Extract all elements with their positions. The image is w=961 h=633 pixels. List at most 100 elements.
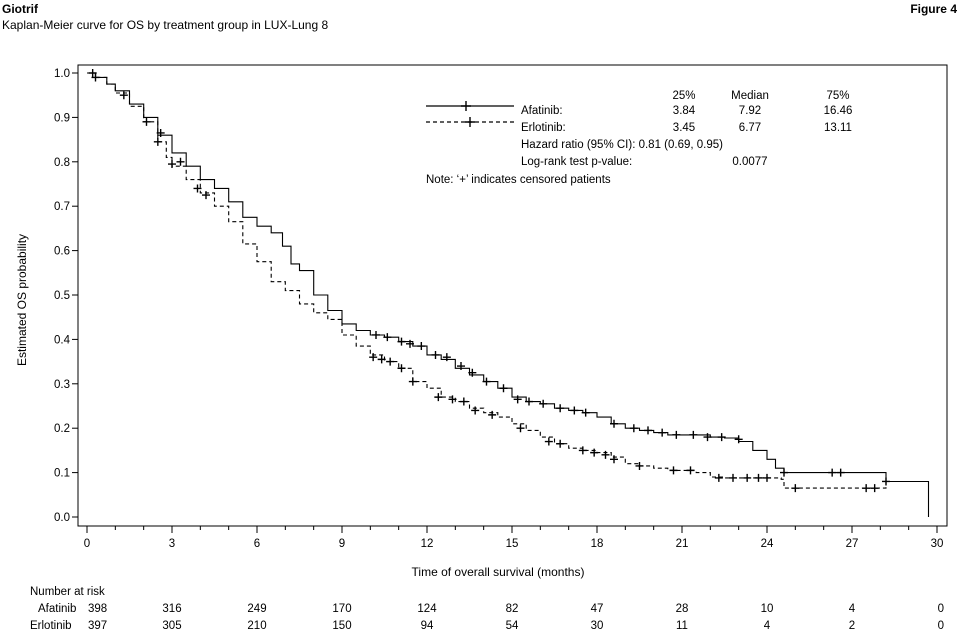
censor-mark-afatinib (499, 384, 508, 393)
risk-value-erlotinib: 397 (88, 620, 107, 632)
x-tick-label: 18 (591, 538, 604, 550)
censor-mark-erlotinib (434, 393, 443, 402)
censor-mark-erlotinib (397, 364, 406, 373)
legend-label-erlotinib: Erlotinib: (521, 122, 566, 134)
y-axis: 0.0 0.1 0.2 0.3 0.4 0.5 0.6 0.7 0.8 0.9 1.0 (54, 68, 78, 524)
censor-mark-erlotinib (377, 355, 386, 364)
legend-erlotinib-25: 3.45 (673, 122, 695, 134)
y-axis-label: Estimated OS probability (15, 234, 29, 366)
legend: 25% Median 75% Afatinib: 3.84 7.92 16.46… (426, 90, 852, 186)
censor-mark-erlotinib (763, 473, 771, 482)
censor-mark-afatinib (372, 330, 380, 339)
censor-mark-erlotinib (862, 484, 871, 493)
risk-value-afatinib: 10 (761, 603, 774, 615)
risk-table-title: Number at risk (30, 586, 105, 598)
x-tick-label: 12 (421, 538, 434, 550)
censor-mark-erlotinib (791, 484, 800, 493)
risk-value-erlotinib: 54 (506, 620, 519, 632)
risk-value-erlotinib: 210 (247, 620, 266, 632)
legend-erlotinib-75: 13.11 (824, 122, 852, 134)
legend-erlotinib-median: 6.77 (739, 122, 761, 134)
censor-mark-erlotinib (669, 466, 678, 475)
hazard-ratio-text: Hazard ratio (95% CI): 0.81 (0.69, 0.95) (521, 139, 723, 151)
censor-mark-afatinib (431, 350, 440, 359)
legend-marker-afatinib (461, 101, 471, 111)
censor-mark-afatinib (882, 477, 890, 486)
censor-mark-erlotinib (601, 450, 610, 459)
plot-area (77, 64, 948, 527)
risk-row-label-afatinib: Afatinib (38, 603, 76, 615)
risk-value-afatinib: 124 (417, 603, 437, 615)
censor-mark-erlotinib (635, 461, 644, 470)
censor-mark-afatinib (556, 404, 565, 413)
risk-value-afatinib: 82 (506, 603, 519, 615)
risk-value-afatinib: 4 (849, 603, 856, 615)
risk-value-afatinib: 47 (591, 603, 604, 615)
censor-mark-afatinib (734, 435, 743, 444)
legend-afatinib-75: 16.46 (824, 105, 853, 117)
censor-mark-afatinib (417, 342, 426, 351)
censor-mark-erlotinib (686, 466, 695, 475)
y-tick-label: 0.2 (54, 423, 70, 435)
censor-mark-erlotinib (193, 184, 202, 193)
y-tick-label: 0.9 (54, 112, 70, 124)
series-layer (87, 69, 930, 517)
x-tick-label: 15 (506, 538, 519, 550)
censor-mark-erlotinib (471, 406, 480, 415)
censor-mark-afatinib (780, 468, 788, 477)
legend-marker-erlotinib (465, 117, 475, 127)
risk-value-afatinib: 316 (162, 603, 181, 615)
censor-mark-afatinib (383, 333, 392, 342)
censor-mark-erlotinib (590, 448, 599, 457)
x-tick-label: 27 (846, 538, 859, 550)
legend-afatinib-25: 3.84 (673, 105, 696, 117)
risk-value-erlotinib: 30 (591, 620, 604, 632)
y-tick-label: 0.0 (54, 512, 70, 524)
censor-mark-afatinib (406, 339, 414, 348)
brand-title: Giotrif (2, 2, 39, 16)
censor-mark-erlotinib (91, 73, 100, 82)
censor-mark-erlotinib (870, 484, 879, 493)
censor-mark-afatinib (836, 468, 845, 477)
censor-mark-afatinib (703, 433, 712, 442)
censor-mark-afatinib (644, 426, 652, 435)
censor-mark-erlotinib (610, 455, 618, 464)
censor-mark-erlotinib (578, 446, 587, 455)
y-tick-label: 0.6 (54, 246, 70, 258)
logrank-label: Log-rank test p-value: (521, 156, 632, 168)
censor-mark-afatinib (119, 91, 128, 100)
censor-mark-erlotinib (448, 395, 457, 404)
series-line-erlotinib (87, 72, 887, 489)
censor-mark-afatinib (468, 368, 477, 377)
censor-mark-afatinib (539, 399, 548, 408)
logrank-value: 0.0077 (732, 156, 767, 168)
risk-value-erlotinib: 11 (676, 620, 688, 632)
risk-table: Number at risk Afatinib Erlotinib 398 316… (30, 586, 944, 632)
x-tick-label: 3 (169, 538, 175, 550)
chart-subtitle: Kaplan-Meier curve for OS by treatment g… (2, 18, 328, 32)
risk-value-afatinib: 398 (88, 603, 107, 615)
y-tick-label: 0.3 (54, 379, 70, 391)
y-tick-label: 0.1 (54, 468, 70, 480)
risk-value-afatinib: 249 (247, 603, 266, 615)
censor-mark-erlotinib (153, 137, 162, 146)
legend-col-median: Median (731, 90, 769, 102)
censor-mark-afatinib (176, 157, 185, 166)
censor-mark-afatinib (525, 397, 533, 406)
censor-mark-afatinib (629, 424, 638, 433)
risk-value-afatinib: 0 (938, 603, 944, 615)
censor-mark-erlotinib (754, 473, 763, 482)
x-tick-label: 0 (84, 538, 90, 550)
y-tick-label: 0.8 (54, 157, 70, 169)
risk-value-erlotinib: 305 (162, 620, 181, 632)
censor-mark-afatinib (442, 353, 451, 362)
x-tick-label: 30 (931, 538, 944, 550)
x-axis: 0 3 6 9 12 15 18 21 24 27 30 (84, 526, 944, 550)
censor-mark-afatinib (581, 408, 590, 417)
legend-col-75: 75% (826, 90, 849, 102)
censor-mark-afatinib (828, 468, 837, 477)
y-tick-label: 0.5 (54, 290, 70, 302)
risk-value-erlotinib: 94 (421, 620, 434, 632)
censor-mark-afatinib (397, 337, 406, 346)
